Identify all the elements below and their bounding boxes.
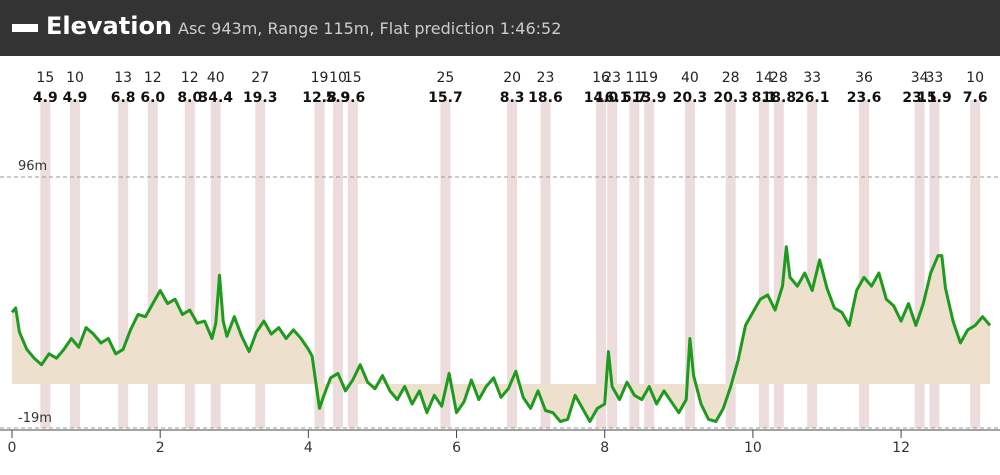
segment-bottom-label: 8.3 [500, 90, 525, 106]
segment-band [725, 100, 736, 428]
segment-bottom-label: 16.1 [595, 90, 630, 106]
segment-top-label: 40 [207, 70, 225, 86]
segment-bottom-label: 26.1 [795, 90, 830, 106]
segment-band [773, 100, 784, 428]
x-tick-label: 12 [892, 440, 910, 456]
segment-top-label: 16 [592, 70, 610, 86]
segment-bottom-label: 5.7 [622, 90, 647, 106]
segment-band [147, 100, 158, 428]
segment-top-label: 15 [36, 70, 54, 86]
menu-icon[interactable] [12, 24, 38, 32]
segment-top-label: 28 [722, 70, 740, 86]
segment-top-label: 33 [803, 70, 821, 86]
segment-band [684, 100, 695, 428]
x-tick-label: 8 [600, 440, 609, 456]
segment-bottom-label: 4.9 [33, 90, 58, 106]
segment-top-label: 10 [966, 70, 984, 86]
segment-bottom-label: 23.1 [902, 90, 937, 106]
segment-bottom-label: 20.3 [713, 90, 748, 106]
segment-top-label: 19 [311, 70, 329, 86]
segment-band [629, 100, 640, 428]
elevation-chart[interactable]: 154.9104.9136.8126.0128.04034.42719.3191… [0, 56, 1000, 475]
segment-top-label: 15 [344, 70, 362, 86]
segment-top-label: 23 [537, 70, 555, 86]
segment-band [40, 100, 51, 428]
x-tick-label: 10 [744, 440, 762, 456]
segment-bottom-label: 20.3 [673, 90, 708, 106]
ymin-label: -19m [18, 411, 52, 426]
segment-band [333, 100, 343, 428]
segment-top-label: 12 [181, 70, 199, 86]
segment-top-label: 11 [625, 70, 643, 86]
panel-title: Elevation [46, 12, 173, 40]
segment-bottom-label: 13.9 [632, 90, 667, 106]
segment-bottom-label: 6.0 [140, 90, 165, 106]
segment-bottom-label: 9.6 [340, 90, 365, 106]
segment-bottom-label: 4.9 [63, 90, 88, 106]
segment-band [759, 100, 770, 428]
ymax-label: 96m [18, 159, 47, 174]
elevation-summary: Asc 943m, Range 115m, Flat prediction 1:… [178, 19, 562, 38]
segment-bottom-label: 19.3 [243, 90, 278, 106]
segment-bottom-label: 18.6 [528, 90, 563, 106]
segment-bottom-label: 8.1 [752, 90, 777, 106]
segment-top-label: 13 [114, 70, 132, 86]
segment-band [596, 100, 607, 428]
segment-top-label: 36 [855, 70, 873, 86]
segment-band [807, 100, 818, 428]
elevation-area [12, 246, 990, 422]
segment-band [914, 100, 925, 428]
segment-bottom-label: 18.8 [762, 90, 797, 106]
segment-top-label: 34 [911, 70, 929, 86]
segment-top-label: 20 [503, 70, 521, 86]
segment-top-label: 19 [640, 70, 658, 86]
segment-band [69, 100, 80, 428]
segment-bottom-label: 23.6 [847, 90, 882, 106]
elevation-line [10, 245, 992, 423]
segment-band [255, 100, 266, 428]
segment-band [184, 100, 195, 428]
segment-band [440, 100, 451, 428]
segment-bottom-label: 34.4 [198, 90, 233, 106]
segment-band [314, 100, 325, 428]
segment-band [607, 100, 618, 428]
segment-top-label: 10 [329, 70, 347, 86]
segment-top-label: 10 [66, 70, 84, 86]
segment-bands [40, 100, 981, 428]
segment-top-label: 28 [770, 70, 788, 86]
segment-band [507, 100, 518, 428]
x-tick-label: 4 [304, 440, 313, 456]
segment-top-label: 14 [755, 70, 773, 86]
segment-top-label: 23 [603, 70, 621, 86]
segment-top-label: 12 [144, 70, 162, 86]
segment-band [644, 100, 655, 428]
x-axis: 0 2 4 6 8 10 12 [0, 429, 1000, 456]
segment-band [540, 100, 551, 428]
segment-band [859, 100, 870, 428]
segment-bottom-label: 14.0 [584, 90, 619, 106]
segment-bottom-label: 12.8 [302, 90, 337, 106]
segment-bottom-label: 5.9 [326, 90, 351, 106]
segment-bottom-label: 8.0 [177, 90, 202, 106]
segment-top-label: 40 [681, 70, 699, 86]
segment-bottom-label: 7.6 [963, 90, 988, 106]
segment-top-label: 27 [251, 70, 269, 86]
segment-bottom-label: 15.7 [428, 90, 463, 106]
segment-labels: 154.9104.9136.8126.0128.04034.42719.3191… [33, 70, 988, 106]
segment-band [118, 100, 129, 428]
header-bar: Elevation Asc 943m, Range 115m, Flat pre… [0, 0, 1000, 56]
segment-top-label: 33 [926, 70, 944, 86]
x-tick-label: 6 [452, 440, 461, 456]
segment-band [970, 100, 981, 428]
segment-band [347, 100, 358, 428]
segment-band [210, 100, 221, 428]
x-tick-label: 2 [156, 440, 165, 456]
segment-bottom-label: 15.9 [917, 90, 952, 106]
x-tick-label: 0 [8, 440, 17, 456]
segment-bottom-label: 6.8 [111, 90, 136, 106]
segment-top-label: 25 [437, 70, 455, 86]
